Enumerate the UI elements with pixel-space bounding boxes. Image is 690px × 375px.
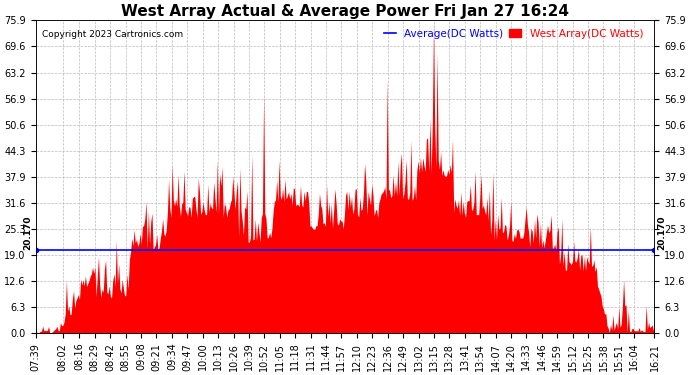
Title: West Array Actual & Average Power Fri Jan 27 16:24: West Array Actual & Average Power Fri Ja…	[121, 4, 569, 19]
Legend: Average(DC Watts), West Array(DC Watts): Average(DC Watts), West Array(DC Watts)	[384, 28, 643, 39]
Text: Copyright 2023 Cartronics.com: Copyright 2023 Cartronics.com	[41, 30, 183, 39]
Text: 20.170: 20.170	[23, 215, 32, 250]
Text: 20.170: 20.170	[658, 215, 667, 250]
